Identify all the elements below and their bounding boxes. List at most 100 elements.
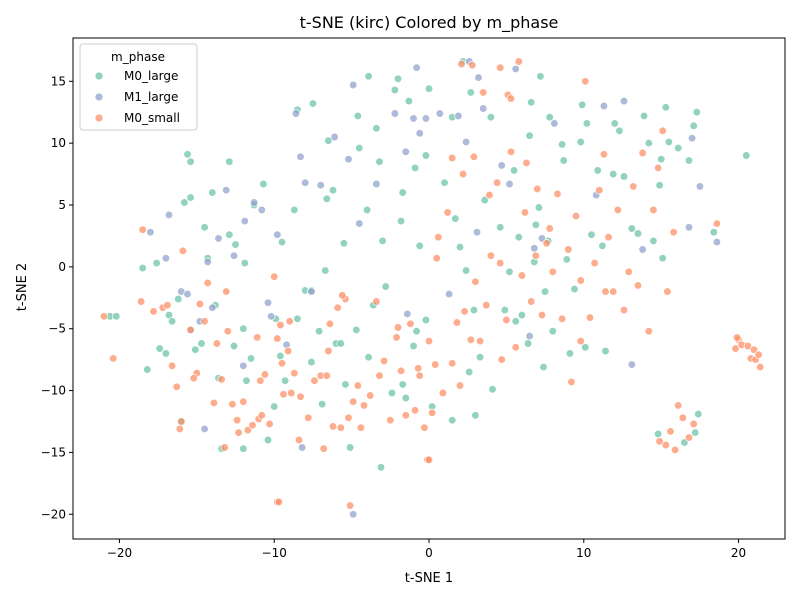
scatter-point	[474, 73, 483, 82]
scatter-point	[178, 246, 188, 255]
scatter-point	[401, 393, 410, 403]
scatter-point	[277, 359, 287, 368]
scatter-point	[325, 319, 335, 328]
scatter-point	[276, 351, 285, 361]
scatter-point	[183, 150, 192, 159]
scatter-point	[283, 346, 293, 356]
y-tick-label: 0	[58, 260, 66, 274]
scatter-point	[424, 455, 434, 464]
scatter-point	[619, 172, 629, 181]
scatter-point	[191, 345, 200, 354]
scatter-point	[372, 297, 381, 306]
scatter-point	[527, 297, 536, 306]
scatter-point	[540, 287, 550, 296]
x-tick-label: 20	[731, 546, 746, 560]
scatter-point	[486, 251, 496, 260]
scatter-point	[517, 310, 527, 320]
scatter-point	[239, 444, 248, 453]
scatter-point	[195, 299, 205, 309]
scatter-point	[627, 224, 636, 233]
scatter-point	[427, 408, 437, 417]
scatter-point	[511, 317, 520, 326]
scatter-point	[539, 362, 548, 372]
scatter-point	[590, 258, 599, 268]
scatter-point	[265, 419, 274, 429]
scatter-point	[99, 312, 109, 321]
scatter-point	[687, 134, 697, 143]
scatter-point	[431, 360, 440, 369]
scatter-point	[318, 400, 327, 409]
scatter-point	[290, 205, 299, 215]
scatter-point	[571, 211, 581, 221]
scatter-point	[240, 216, 249, 226]
scatter-point	[669, 228, 678, 237]
scatter-point	[689, 419, 698, 429]
scatter-point	[444, 289, 454, 299]
scatter-point	[223, 327, 232, 336]
scatter-point	[263, 298, 273, 307]
scatter-point	[514, 57, 523, 66]
scatter-point	[390, 85, 400, 95]
scatter-point	[345, 443, 355, 452]
scatter-point	[396, 216, 406, 226]
scatter-point	[136, 297, 146, 306]
scatter-point	[434, 233, 443, 242]
scatter-point	[421, 151, 431, 160]
scatter-point	[222, 287, 231, 296]
scatter-point	[578, 100, 587, 109]
scatter-point	[240, 258, 249, 268]
scatter-point	[280, 376, 290, 385]
scatter-point	[448, 359, 457, 368]
scatter-point	[479, 88, 488, 97]
scatter-point	[336, 339, 345, 348]
scatter-point	[322, 194, 331, 203]
scatter-point	[684, 433, 694, 442]
scatter-point	[601, 287, 610, 296]
scatter-point	[599, 150, 609, 159]
scatter-point	[743, 341, 753, 351]
scatter-point	[421, 114, 431, 123]
scatter-point	[415, 371, 424, 380]
scatter-point	[409, 114, 418, 123]
scatter-point	[375, 371, 384, 380]
legend-marker	[94, 113, 104, 123]
scatter-point	[435, 109, 444, 118]
scatter-point	[629, 182, 638, 191]
scatter-point	[294, 435, 304, 445]
scatter-point	[197, 339, 206, 348]
scatter-point	[248, 421, 257, 430]
scatter-point	[497, 161, 506, 170]
scatter-point	[479, 104, 488, 113]
scatter-point	[694, 409, 703, 419]
legend-label: M0_small	[124, 111, 180, 125]
scatter-point	[249, 198, 259, 207]
scatter-point	[109, 354, 118, 363]
scatter-point	[749, 345, 759, 354]
chart-title: t-SNE (kirc) Colored by m_phase	[300, 13, 559, 33]
scatter-point	[203, 278, 212, 288]
scatter-point	[424, 84, 434, 93]
series-M1_large	[146, 57, 722, 519]
scatter-point	[639, 111, 649, 121]
y-axis-label: t-SNE 2	[15, 263, 30, 311]
scatter-point	[362, 205, 372, 215]
scatter-point	[475, 336, 485, 346]
scatter-point	[492, 178, 502, 187]
scatter-point	[276, 320, 285, 330]
scatter-point	[469, 152, 479, 161]
scatter-point	[712, 219, 722, 228]
scatter-point	[609, 287, 618, 296]
scatter-point	[638, 245, 647, 254]
scatter-point	[349, 397, 358, 406]
scatter-point	[506, 94, 516, 103]
scatter-point	[567, 377, 576, 387]
scatter-point	[615, 126, 624, 135]
scatter-point	[553, 189, 562, 199]
scatter-point	[301, 178, 310, 187]
scatter-point	[322, 371, 331, 380]
scatter-point	[266, 312, 276, 321]
scatter-point	[550, 119, 559, 128]
scatter-point	[220, 443, 229, 452]
scatter-point	[203, 257, 212, 267]
